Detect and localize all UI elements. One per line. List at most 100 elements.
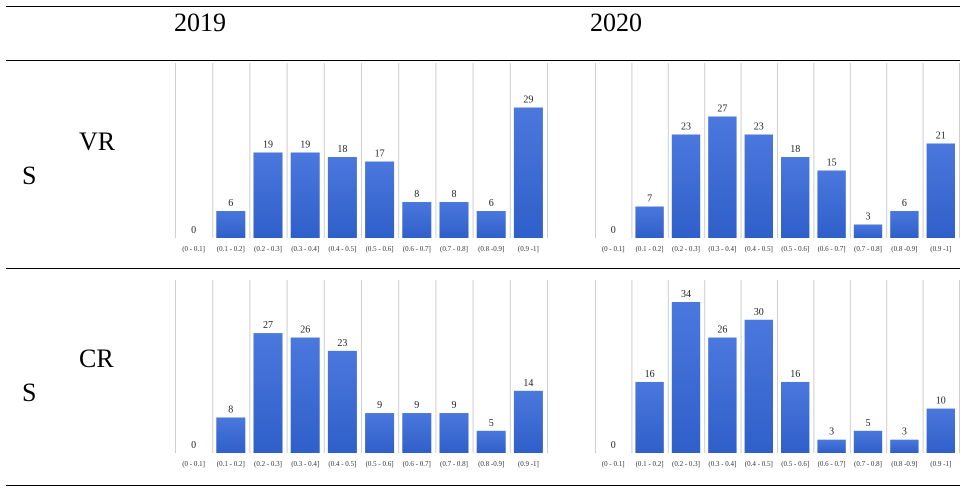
bar-value-label: 30 [754,307,764,318]
bar-value-label: 18 [790,144,800,155]
category-tick-label: (0.9 -1] [930,245,951,253]
bar-value-label: 6 [489,198,494,209]
bar-value-label: 16 [790,369,800,380]
category-tick-label: (0.9 -1] [930,460,951,468]
bar-value-label: 29 [523,95,533,106]
category-tick-label: (0.9 -1] [518,460,539,468]
bar [216,211,246,238]
bar-value-label: 16 [645,369,655,380]
bar [744,134,773,238]
table-header-rule [6,60,960,61]
bar [890,211,919,238]
category-tick-label: (0.4 - 0.5] [328,460,356,468]
category-tick-label: (0.8 -0.9] [891,245,917,253]
bar-value-label: 5 [489,418,494,429]
row-label-vr: VR [79,127,116,156]
column-header-2019: 2019 [174,8,226,37]
category-tick-label: (0.7 - 0.8] [440,245,468,253]
category-tick-label: (0.3 - 0.4] [708,245,736,253]
bar [402,413,432,453]
bar-value-label: 27 [263,320,273,331]
bar-value-label: 17 [375,149,385,160]
bar-value-label: 0 [611,440,616,451]
category-tick-label: (0.6 - 0.7] [818,460,846,468]
category-tick-label: (0.4 - 0.5] [745,460,773,468]
bar-value-label: 10 [936,396,946,407]
bar-value-label: 6 [902,198,907,209]
category-tick-label: (0.5 - 0.6] [781,245,809,253]
bar [476,430,506,453]
bar [708,116,737,238]
bar [365,413,395,453]
category-tick-label: (0.7 - 0.8] [440,460,468,468]
bar [926,408,955,453]
chart-cr-2020: 0 (0 - 0.1] 16 (0.1 - 0.2] 34 (0.2 - 0.3] 26 (0… [595,280,960,468]
bar [890,439,919,453]
category-tick-label: (0.5 - 0.6] [366,245,394,253]
category-tick-label: (0.1 - 0.2] [217,460,245,468]
row-label-cr: CR [79,344,114,373]
chart-cr-2019: 0 (0 - 0.1] 8 (0.1 - 0.2] 27 (0.2 - 0.3] 26 (0.… [175,280,548,468]
row-label-vr-s: S [22,161,37,190]
bar [476,211,506,238]
bar-value-label: 9 [377,400,382,411]
bar [744,319,773,453]
category-tick-label: (0.3 - 0.4] [708,460,736,468]
category-tick-label: (0.3 - 0.4] [291,245,319,253]
category-tick-label: (0.2 - 0.3] [254,460,282,468]
category-tick-label: (0.6 - 0.7] [403,245,431,253]
bar-value-label: 0 [611,225,616,236]
bar [253,333,283,453]
bar-value-label: 3 [902,427,907,438]
table-top-rule [6,6,960,7]
bar [708,337,737,453]
bar [635,206,664,238]
bar [513,107,543,238]
bar-value-label: 9 [414,400,419,411]
bar [365,161,395,238]
category-tick-label: (0.7 - 0.8] [854,245,882,253]
category-tick-label: (0.4 - 0.5] [745,245,773,253]
bar [439,413,469,453]
category-tick-label: (0.5 - 0.6] [781,460,809,468]
bar [402,202,432,238]
bar-value-label: 0 [191,440,196,451]
bar [853,224,883,238]
bar-value-label: 3 [866,212,871,223]
bar-value-label: 8 [452,189,457,200]
category-tick-label: (0.7 - 0.8] [854,460,882,468]
bar-value-label: 27 [717,104,727,115]
bar-value-label: 19 [300,140,310,151]
bar [290,152,320,238]
row-label-cr-s: S [22,378,37,407]
bar-value-label: 21 [936,131,946,142]
bar-value-label: 23 [681,122,691,133]
category-tick-label: (0.5 - 0.6] [366,460,394,468]
bar [327,157,357,238]
bar [671,134,701,238]
category-tick-label: (0.1 - 0.2] [636,245,664,253]
bar [253,152,283,238]
bar-value-label: 6 [228,198,233,209]
bar [671,302,701,453]
bar-value-label: 26 [717,325,727,336]
chart-vr-2019: 0 (0 - 0.1] 6 (0.1 - 0.2] 19 (0.2 - 0.3] 19 (0.… [175,63,548,253]
category-tick-label: (0.8 -0.9] [478,245,504,253]
bar-value-label: 9 [452,400,457,411]
bar-value-label: 18 [337,144,347,155]
table-row-separator [6,268,960,269]
bar [513,390,543,453]
bar [635,381,664,453]
bar-value-label: 0 [191,225,196,236]
category-tick-label: (0.6 - 0.7] [403,460,431,468]
bar-value-label: 34 [681,289,691,300]
bar [926,143,955,238]
bar [216,417,246,453]
bar-value-label: 23 [754,122,764,133]
bar [781,157,810,238]
category-tick-label: (0.3 - 0.4] [291,460,319,468]
category-tick-label: (0.6 - 0.7] [818,245,846,253]
bar [853,430,883,453]
bar [781,381,810,453]
bar-value-label: 14 [523,378,533,389]
